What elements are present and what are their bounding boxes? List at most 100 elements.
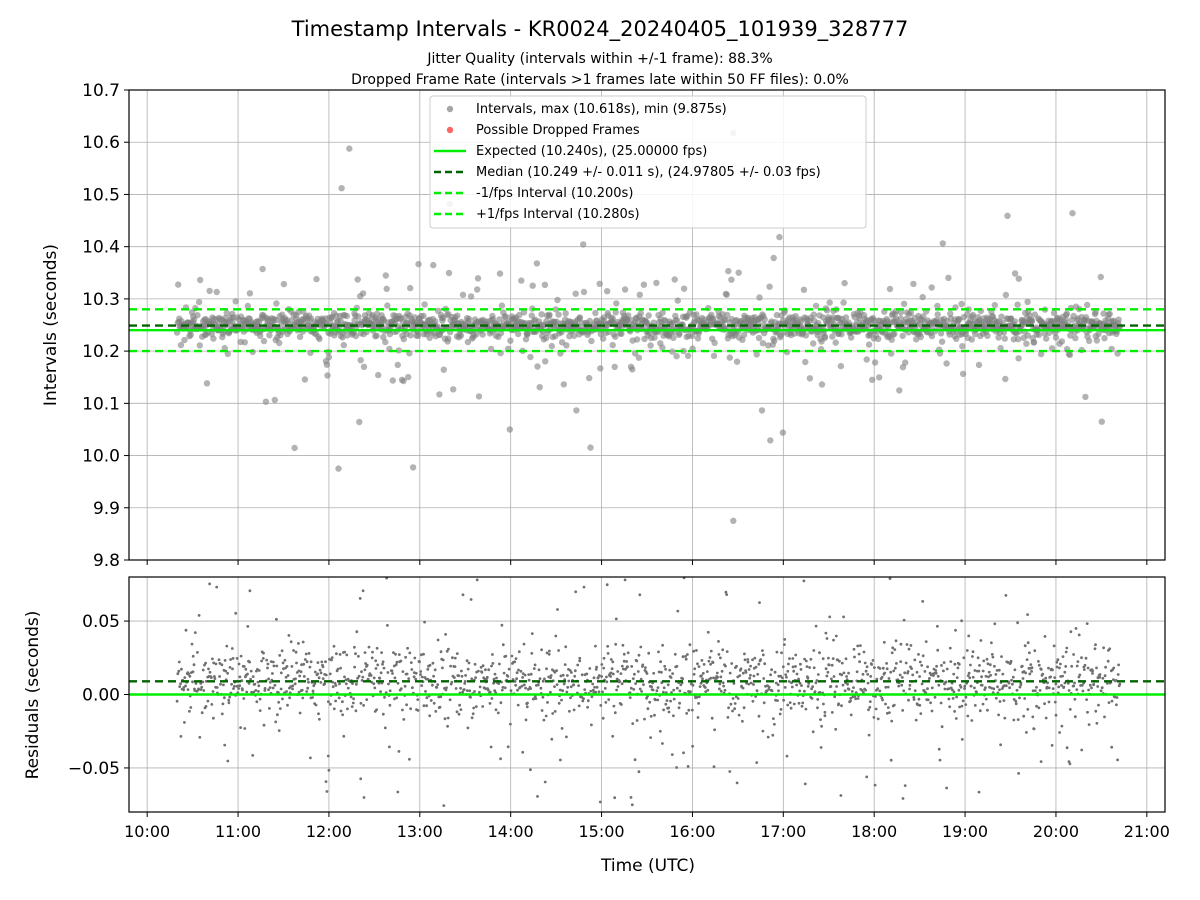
x-tick-label: 10:00	[124, 822, 170, 841]
residual-point	[1080, 656, 1083, 660]
residual-point	[422, 704, 426, 708]
interval-point	[928, 332, 936, 340]
residual-point	[423, 620, 426, 624]
residual-point	[268, 686, 272, 689]
residual-point	[435, 686, 439, 689]
residual-point	[406, 646, 409, 650]
interval-point	[761, 316, 768, 323]
residual-point	[733, 707, 736, 711]
residual-point	[313, 670, 317, 674]
residual-point	[678, 701, 681, 705]
residual-point	[826, 670, 830, 674]
residual-point	[871, 659, 875, 662]
residual-point	[852, 686, 855, 689]
x-tick-label: 11:00	[215, 822, 261, 841]
residual-point	[460, 669, 463, 673]
residual-point	[1061, 655, 1065, 658]
residual-point	[339, 709, 343, 713]
y-tick-label: 0.00	[82, 686, 120, 706]
residual-point	[730, 662, 734, 665]
residual-point	[830, 711, 834, 714]
residual-point	[401, 708, 404, 712]
residual-point	[751, 699, 755, 703]
residual-point	[306, 686, 310, 690]
interval-point	[928, 284, 935, 291]
residual-point	[366, 677, 370, 681]
interval-point	[554, 296, 561, 304]
interval-point	[1058, 338, 1066, 345]
residual-point	[898, 673, 902, 677]
residual-point	[1073, 697, 1077, 701]
residual-point	[392, 651, 395, 654]
residual-point	[861, 672, 865, 676]
residual-point	[319, 671, 323, 675]
residual-point	[361, 675, 365, 679]
residual-point	[1116, 673, 1120, 676]
residual-point	[305, 660, 309, 664]
residual-point	[463, 682, 467, 685]
residual-point	[818, 651, 821, 655]
x-tick-label: 16:00	[669, 822, 715, 841]
residual-point	[818, 691, 822, 694]
residual-point	[301, 640, 305, 644]
residual-point	[291, 684, 295, 688]
residual-point	[515, 671, 519, 675]
residual-point	[758, 601, 761, 604]
interval-point	[203, 380, 211, 387]
residual-point	[460, 674, 464, 678]
residual-point	[913, 689, 917, 693]
interval-point	[1072, 334, 1079, 342]
residual-point	[1068, 708, 1072, 711]
residual-point	[816, 706, 819, 710]
residual-point	[1044, 716, 1048, 720]
residual-point	[499, 701, 503, 705]
residual-point	[671, 672, 674, 675]
residual-point	[993, 664, 996, 668]
residual-point	[277, 700, 281, 704]
y-tick-label: 10.3	[82, 290, 120, 310]
residual-point	[998, 700, 1002, 703]
residual-point	[461, 593, 465, 597]
residual-point	[965, 649, 969, 652]
residual-point	[540, 709, 544, 712]
interval-point	[653, 279, 660, 287]
residual-point	[988, 663, 992, 667]
interval-point	[573, 407, 580, 414]
residual-point	[519, 669, 523, 673]
residual-point	[776, 683, 780, 687]
legend-dropped-label: Possible Dropped Frames	[476, 123, 640, 138]
residual-point	[237, 662, 241, 666]
interval-point	[841, 279, 848, 287]
residual-point	[515, 677, 518, 681]
residual-point	[536, 795, 539, 798]
residual-point	[199, 682, 203, 685]
residual-point	[810, 697, 814, 700]
residual-point	[936, 674, 940, 678]
residual-point	[725, 650, 729, 653]
interval-point	[357, 357, 364, 364]
residual-point	[358, 597, 362, 600]
residual-point	[689, 690, 692, 693]
residual-point	[1073, 715, 1077, 719]
interval-point	[496, 270, 504, 277]
residual-point	[955, 676, 959, 679]
residual-point	[464, 674, 467, 677]
residual-point	[1094, 643, 1097, 647]
residual-point	[856, 644, 860, 648]
residual-point	[1055, 665, 1059, 669]
residual-point	[910, 667, 913, 670]
residual-point	[639, 645, 643, 649]
residual-point	[1020, 664, 1024, 668]
residual-point	[686, 653, 689, 656]
interval-point	[221, 345, 228, 352]
residual-point	[308, 665, 312, 669]
interval-point	[739, 336, 746, 343]
residual-point	[553, 710, 557, 713]
residual-point	[984, 686, 987, 690]
residual-point	[1013, 668, 1017, 672]
residual-point	[788, 657, 791, 660]
residual-point	[246, 625, 250, 628]
interval-point	[659, 309, 666, 316]
interval-point	[1098, 418, 1106, 425]
residual-point	[864, 669, 868, 673]
